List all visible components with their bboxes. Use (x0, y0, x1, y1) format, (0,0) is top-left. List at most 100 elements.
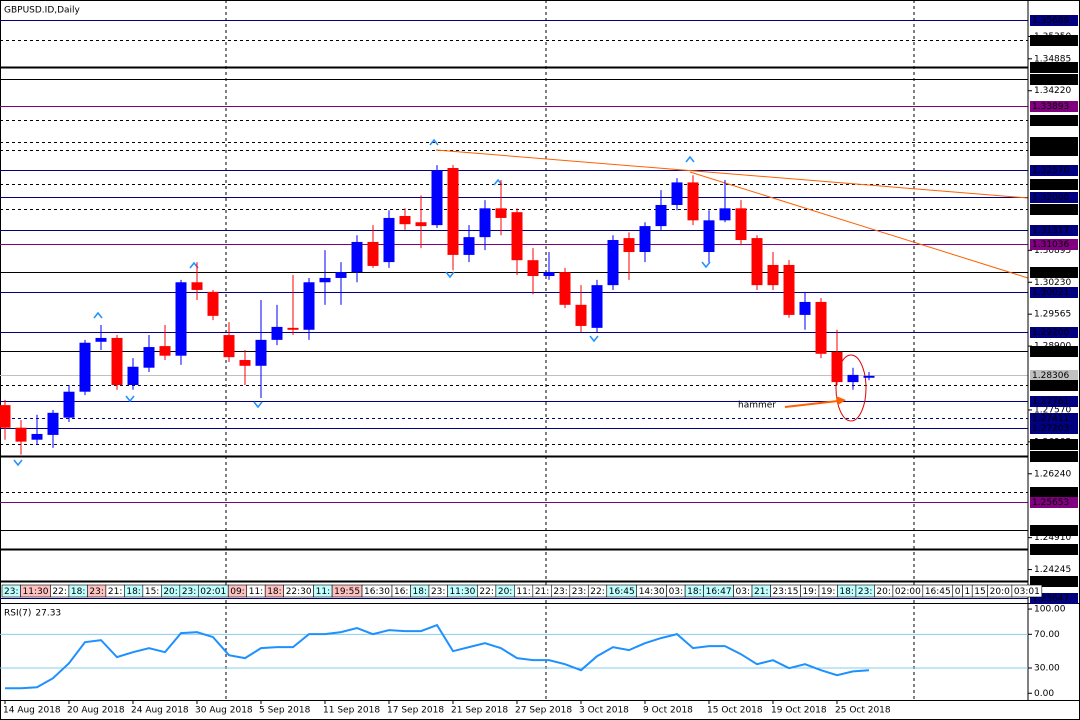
candle-body (623, 238, 635, 253)
candle-body (207, 291, 219, 316)
level-label: 1.32570 (1032, 166, 1069, 176)
x-tick-label: 14 Aug 2018 (3, 706, 61, 716)
time-tag: 02:00 (895, 587, 921, 597)
level-label-box (1030, 413, 1078, 424)
candle-body (671, 182, 683, 205)
time-tag: 03:01 (1014, 587, 1040, 597)
candle-body (271, 326, 283, 340)
level-label: 1.28796 (1032, 347, 1069, 357)
time-tag: 19:55 (334, 587, 360, 597)
level-label: 1.31760 (1032, 205, 1069, 215)
level-label-box (1030, 137, 1078, 148)
candle-body (607, 240, 619, 286)
candle-body (687, 182, 699, 221)
candle-body (447, 168, 459, 255)
candle-body (591, 285, 603, 328)
y-tick-label: 1.24245 (1034, 565, 1071, 575)
candle-body (767, 264, 779, 286)
candle-body (399, 216, 411, 225)
level-label-box (1030, 35, 1078, 46)
level-label-box (1030, 396, 1078, 407)
level-label-box (1030, 380, 1078, 391)
candle-body (495, 208, 507, 218)
time-tag: 20: (163, 587, 177, 597)
candle-body (367, 241, 379, 266)
fractal-up (93, 311, 103, 319)
candle-body (175, 282, 187, 356)
chart-title: GBPUSD.ID,Daily (4, 6, 81, 16)
time-tag: 23: (89, 587, 103, 597)
time-tag: 11: (249, 587, 263, 597)
y-tick-label: 1.30895 (1034, 246, 1071, 256)
candle-body (303, 282, 315, 330)
rsi-tick-label: 100.00 (1034, 605, 1066, 615)
time-tag: 0 (955, 587, 961, 597)
level-label-box (1030, 487, 1078, 498)
x-tick-label: 17 Sep 2018 (387, 706, 444, 716)
level-label-box (1030, 327, 1078, 338)
candle-body (431, 170, 443, 226)
level-label-box (1030, 497, 1078, 508)
fractal-down (589, 335, 599, 343)
time-tag: 18: (71, 587, 85, 597)
time-tag: 11:30 (449, 587, 475, 597)
x-tick-label: 5 Sep 2018 (259, 706, 311, 716)
level-label: 1.31036 (1032, 240, 1069, 250)
x-tick-label: 3 Oct 2018 (579, 706, 629, 716)
time-tag: 23: (4, 587, 18, 597)
candle-body (639, 226, 651, 253)
arrow-head (836, 396, 846, 405)
time-tag: 23: (553, 587, 567, 597)
y-tick-label: 1.29565 (1034, 310, 1071, 320)
level-label-box (1030, 204, 1078, 215)
time-tag: 18: (412, 587, 426, 597)
fractal-up (685, 155, 695, 163)
candle-body (575, 304, 587, 326)
level-label-box (1030, 287, 1078, 298)
candle-body (559, 272, 571, 305)
fractal-down (701, 261, 711, 269)
time-tag: 22: (52, 587, 66, 597)
time-tag: 15: (145, 587, 159, 597)
time-tag: 18: (839, 587, 853, 597)
candle-body (799, 301, 811, 315)
time-tag: 16:45 (609, 587, 635, 597)
time-tag: 22:30 (286, 587, 312, 597)
candle-body (335, 272, 347, 278)
time-tag: 14:30 (639, 587, 665, 597)
levels-layer (0, 20, 1028, 599)
y-tick-label: 1.24910 (1034, 533, 1071, 543)
level-label: 1.32977 (1032, 146, 1069, 156)
fractal-down (125, 395, 135, 403)
candle-body (95, 337, 107, 342)
level-label: 1.26609 (1032, 452, 1069, 462)
level-label: 1.24682 (1032, 545, 1069, 555)
candle-body (719, 208, 731, 221)
fractal-down (253, 401, 263, 409)
trendline (435, 149, 1029, 199)
level-label: 1.24000 (1032, 577, 1069, 587)
candle-body (287, 327, 299, 330)
level-label: 1.31317 (1032, 226, 1069, 236)
level-label-box (1030, 15, 1078, 26)
drawing-objects: hammer (13, 138, 1029, 467)
candles-layer (0, 165, 875, 455)
level-label-box (1030, 525, 1078, 536)
time-tag: 20: (498, 587, 512, 597)
time-tag: 18: (126, 587, 140, 597)
x-tick-label: 20 Aug 2018 (67, 706, 125, 716)
time-tag: 20: (876, 587, 890, 597)
time-tag: 15 (974, 587, 985, 597)
time-tag: 21: (108, 587, 122, 597)
x-tick-label: 15 Oct 2018 (707, 706, 763, 716)
level-label: 1.33615 (1032, 116, 1069, 126)
level-label: 1.28083 (1032, 381, 1069, 391)
level-label: 1.26857 (1032, 440, 1069, 450)
time-tag: 21: (754, 587, 768, 597)
level-label: 1.28306 (1032, 371, 1069, 381)
time-tag: 11:30 (22, 587, 48, 597)
time-tag: 11: (316, 587, 330, 597)
candle-body (527, 260, 539, 277)
candle-body (127, 366, 139, 385)
